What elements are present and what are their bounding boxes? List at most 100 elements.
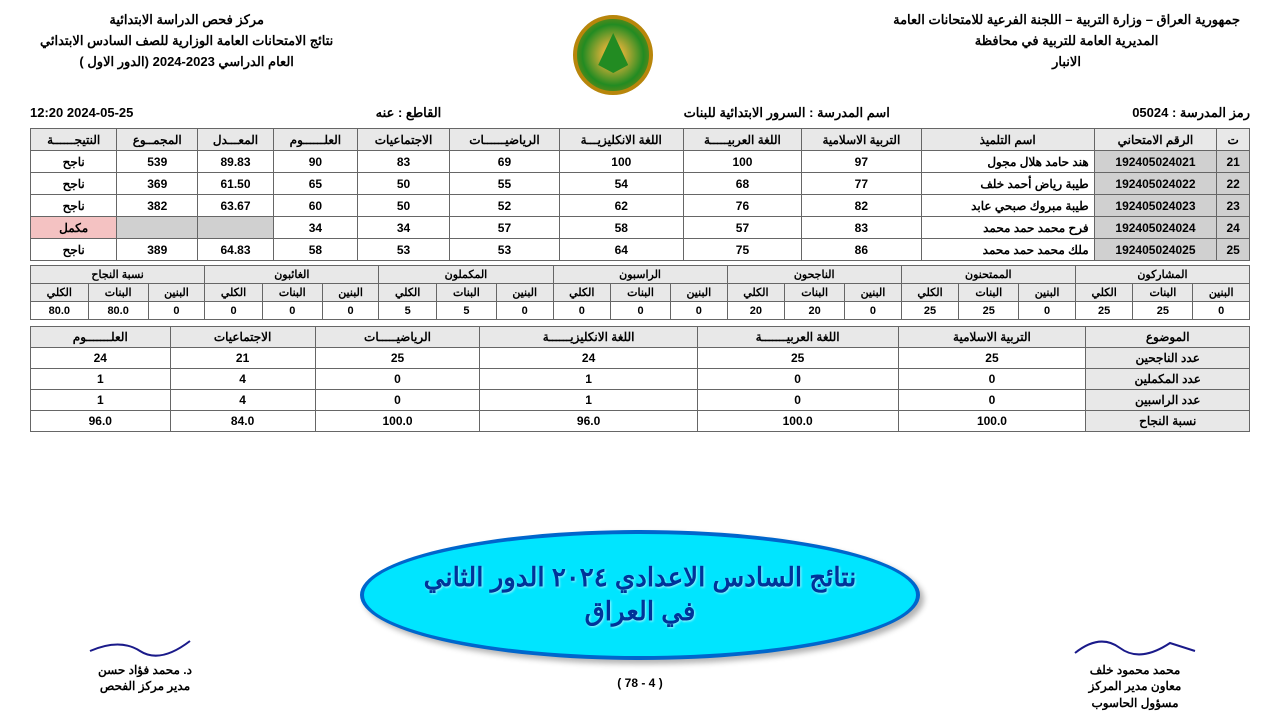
stats-value: 0 bbox=[496, 302, 553, 320]
header-right-line: جمهورية العراق – وزارة التربية – اللجنة … bbox=[893, 10, 1240, 31]
stats-sub-header: الكلي bbox=[379, 284, 437, 302]
subject-row: نسبة النجاح100.0100.096.0100.084.096.0 bbox=[31, 411, 1250, 432]
statistics-table: المشاركونالممتحنونالناجحونالراسبونالمكمل… bbox=[30, 265, 1250, 320]
subject-header: الاجتماعيات bbox=[170, 327, 315, 348]
stats-value: 80.0 bbox=[31, 302, 89, 320]
header-right-line: المديرية العامة للتربية في محافظة bbox=[893, 31, 1240, 52]
datetime: 2024-05-25 12:20 bbox=[30, 105, 133, 121]
results-table: تالرقم الامتحانياسم التلميذالتربية الاسل… bbox=[30, 128, 1250, 261]
stats-group-header: الناجحون bbox=[727, 266, 901, 284]
signature-scribble-icon bbox=[1070, 633, 1200, 658]
header-right-line: الانبار bbox=[893, 52, 1240, 73]
stats-value: 5 bbox=[436, 302, 496, 320]
stats-value: 20 bbox=[785, 302, 845, 320]
stats-value: 0 bbox=[1193, 302, 1250, 320]
school-code: رمز المدرسة : 05024 bbox=[1132, 105, 1250, 121]
document-header: جمهورية العراق – وزارة التربية – اللجنة … bbox=[0, 0, 1280, 100]
stats-sub-header: البنين bbox=[1019, 284, 1076, 302]
header-right-block: جمهورية العراق – وزارة التربية – اللجنة … bbox=[893, 10, 1240, 72]
table-header: الرقم الامتحاني bbox=[1094, 129, 1217, 151]
iraq-education-logo bbox=[573, 15, 653, 95]
stats-value: 0 bbox=[1019, 302, 1076, 320]
stats-group-header: الراسبون bbox=[553, 266, 727, 284]
stats-sub-header: البنات bbox=[262, 284, 322, 302]
sector: القاطع : عنه bbox=[376, 105, 442, 121]
stats-sub-header: البنين bbox=[148, 284, 205, 302]
stats-sub-header: البنين bbox=[1193, 284, 1250, 302]
signature-scribble-icon bbox=[80, 633, 210, 658]
stats-group-header: الغائبون bbox=[205, 266, 379, 284]
stats-group-header: نسبة النجاح bbox=[31, 266, 205, 284]
subject-header: الرياضيـــــات bbox=[315, 327, 480, 348]
table-header: الاجتماعيات bbox=[357, 129, 449, 151]
subject-header: الموضوع bbox=[1086, 327, 1250, 348]
stats-sub-header: البنات bbox=[959, 284, 1019, 302]
stats-sub-header: البنات bbox=[611, 284, 671, 302]
table-row: 21192405024021هند حامد هلال مجول97100100… bbox=[31, 151, 1250, 173]
table-row: 22192405024022طيبة رياض أحمد خلف77685455… bbox=[31, 173, 1250, 195]
subject-summary-table: الموضوعالتربية الاسلاميةاللغة العربيــــ… bbox=[30, 326, 1250, 432]
stats-value: 0 bbox=[262, 302, 322, 320]
table-header: اللغة الانكليزيـــة bbox=[559, 129, 683, 151]
table-header: اللغة العربيـــــة bbox=[683, 129, 801, 151]
stats-sub-header: البنات bbox=[1133, 284, 1193, 302]
overlay-line2: في العراق bbox=[585, 595, 696, 629]
stats-value: 0 bbox=[611, 302, 671, 320]
subject-row: عدد الناجحين252524252124 bbox=[31, 348, 1250, 369]
stats-value: 25 bbox=[1133, 302, 1193, 320]
subject-row: عدد الراسبين001041 bbox=[31, 390, 1250, 411]
subject-header: التربية الاسلامية bbox=[898, 327, 1086, 348]
stats-value: 0 bbox=[553, 302, 611, 320]
table-row: 23192405024023طيبة مبروك صبحي عابد827662… bbox=[31, 195, 1250, 217]
stats-value: 0 bbox=[205, 302, 263, 320]
table-header: المجمــوع bbox=[117, 129, 198, 151]
stats-sub-header: البنين bbox=[322, 284, 379, 302]
stats-value: 0 bbox=[845, 302, 902, 320]
table-header: النتيجــــــة bbox=[31, 129, 117, 151]
stats-value: 25 bbox=[901, 302, 959, 320]
school-info-row: رمز المدرسة : 05024 اسم المدرسة : السرور… bbox=[0, 100, 1280, 126]
signature-right: محمد محمود خلف معاون مدير المركز مسؤول ا… bbox=[1070, 633, 1200, 712]
table-header: اسم التلميذ bbox=[921, 129, 1094, 151]
table-header: التربية الاسلامية bbox=[802, 129, 922, 151]
header-left-block: مركز فحص الدراسة الابتدائية نتائج الامتح… bbox=[40, 10, 333, 72]
subject-row: عدد المكملين001041 bbox=[31, 369, 1250, 390]
stats-sub-header: البنين bbox=[496, 284, 553, 302]
stats-value: 0 bbox=[671, 302, 728, 320]
signature-left: د. محمد فؤاد حسن مدير مركز الفحص bbox=[80, 633, 210, 712]
header-left-line: نتائج الامتحانات العامة الوزارية للصف ال… bbox=[40, 31, 333, 52]
subject-header: اللغة العربيـــــــة bbox=[697, 327, 898, 348]
stats-value: 5 bbox=[379, 302, 437, 320]
signatures-footer: محمد محمود خلف معاون مدير المركز مسؤول ا… bbox=[0, 633, 1280, 712]
stats-group-header: المشاركون bbox=[1075, 266, 1249, 284]
stats-sub-header: البنات bbox=[785, 284, 845, 302]
stats-group-header: المكملون bbox=[379, 266, 553, 284]
stats-sub-header: البنين bbox=[671, 284, 728, 302]
stats-sub-header: الكلي bbox=[553, 284, 611, 302]
table-row: 24192405024024فرح محمد حمد محمد835758573… bbox=[31, 217, 1250, 239]
overlay-line1: نتائج السادس الاعدادي ٢٠٢٤ الدور الثاني bbox=[424, 561, 857, 595]
stats-value: 25 bbox=[1075, 302, 1133, 320]
table-header: العلــــــوم bbox=[273, 129, 357, 151]
table-header: المعـــدل bbox=[198, 129, 274, 151]
stats-value: 0 bbox=[148, 302, 205, 320]
subject-header: اللغة الانكليزيــــــة bbox=[480, 327, 697, 348]
header-left-line: العام الدراسي 2023-2024 (الدور الاول ) bbox=[40, 52, 333, 73]
stats-value: 25 bbox=[959, 302, 1019, 320]
table-header: الرياضيــــــات bbox=[450, 129, 560, 151]
stats-value: 80.0 bbox=[88, 302, 148, 320]
subject-header: العلـــــــوم bbox=[31, 327, 171, 348]
stats-group-header: الممتحنون bbox=[901, 266, 1075, 284]
stats-sub-header: الكلي bbox=[1075, 284, 1133, 302]
school-name: اسم المدرسة : السرور الابتدائية للبنات bbox=[684, 105, 890, 121]
stats-value: 20 bbox=[727, 302, 785, 320]
header-left-line: مركز فحص الدراسة الابتدائية bbox=[40, 10, 333, 31]
stats-sub-header: الكلي bbox=[727, 284, 785, 302]
stats-sub-header: الكلي bbox=[205, 284, 263, 302]
stats-sub-header: البنات bbox=[88, 284, 148, 302]
stats-value: 0 bbox=[322, 302, 379, 320]
table-header: ت bbox=[1217, 129, 1250, 151]
stats-sub-header: الكلي bbox=[31, 284, 89, 302]
stats-sub-header: الكلي bbox=[901, 284, 959, 302]
stats-sub-header: البنين bbox=[845, 284, 902, 302]
